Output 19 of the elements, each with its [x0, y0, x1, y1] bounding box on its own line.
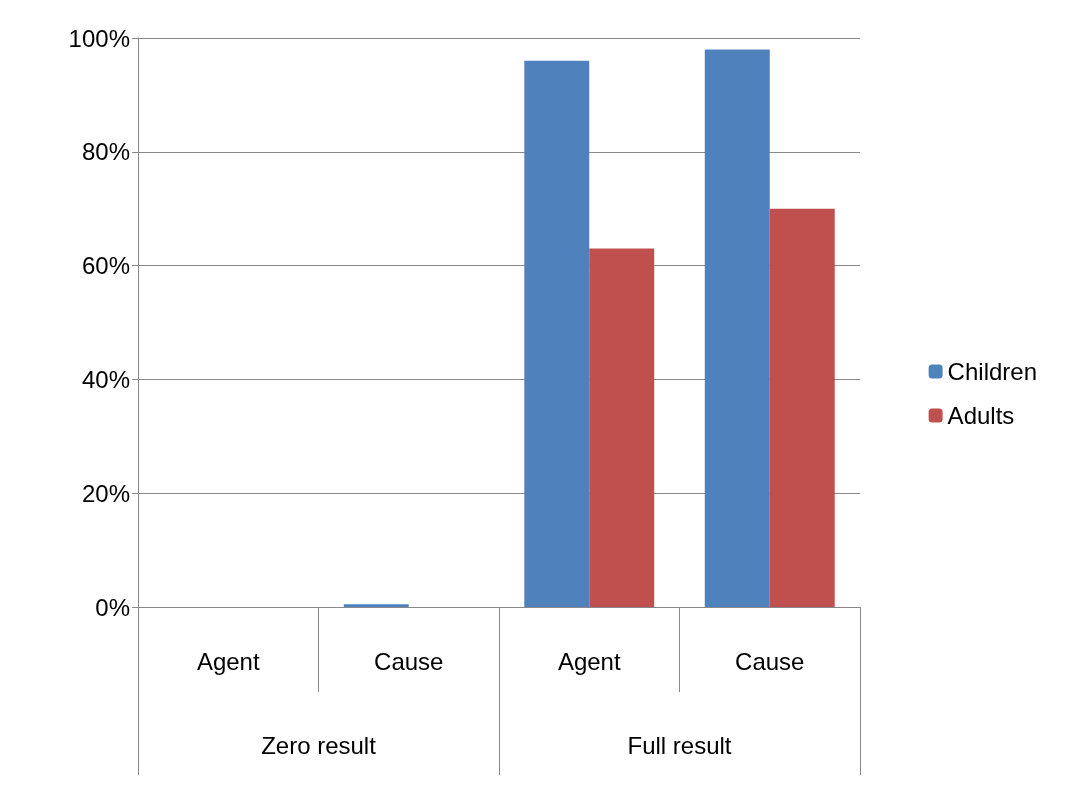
- bar: [704, 49, 770, 607]
- x-tick-label: Cause: [374, 647, 444, 675]
- x-tick-label: Agent: [196, 647, 260, 675]
- y-tick-label: 20%: [81, 479, 130, 507]
- x-tick-label: Agent: [557, 647, 621, 675]
- bar: [589, 248, 655, 607]
- text: Zero result: [261, 731, 377, 759]
- legend-label: Children: [947, 358, 1038, 385]
- text: Full result: [627, 731, 732, 759]
- bar: [524, 60, 590, 607]
- x-tick-label: Cause: [735, 647, 805, 675]
- y-tick-label: 80%: [81, 138, 130, 166]
- y-tick-label: 100%: [68, 24, 130, 52]
- y-tick-label: 40%: [81, 365, 130, 393]
- y-tick-label: 0%: [95, 593, 130, 621]
- y-tick-label: 60%: [81, 252, 130, 280]
- legend-label: Adults: [947, 402, 1015, 429]
- bar: [769, 208, 835, 607]
- bar: [343, 604, 409, 607]
